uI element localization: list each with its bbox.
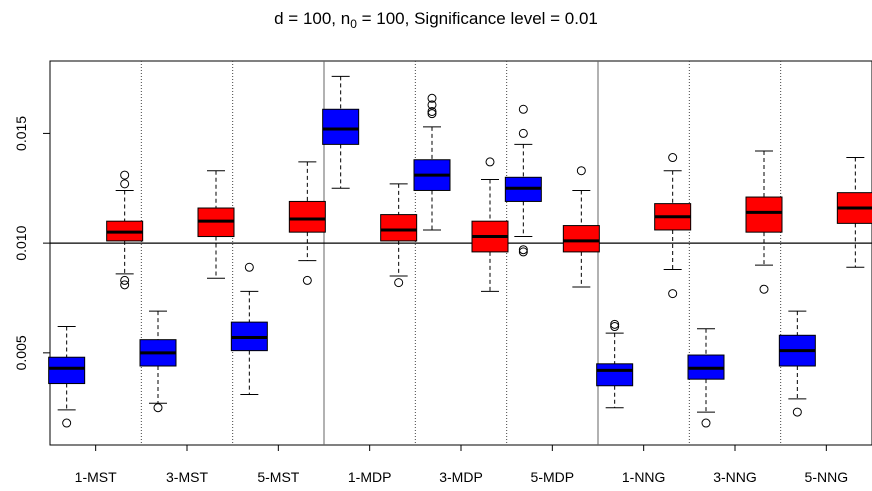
x-tick-label: 3-MST [166,469,208,485]
chart-title: d = 100, n0 = 100, Significance level = … [274,9,598,31]
outlier-point [668,153,678,163]
outlier-point [120,179,130,189]
outlier-point [427,93,437,103]
x-tick-label: 5-MST [257,469,299,485]
outlier-point [518,104,528,114]
outlier-point [153,403,163,413]
outlier-point [485,157,495,167]
outlier-point [62,418,72,428]
chart-title-part: = 100, Significance level = 0.01 [357,9,598,28]
chart-title-subscript: 0 [350,17,357,31]
y-tick-label: 0.005 [13,335,29,370]
outlier-point [244,262,254,272]
outlier-point [610,322,620,332]
x-tick-label: 1-MDP [348,469,392,485]
box [380,214,418,242]
x-tick-label: 5-NNG [805,469,849,485]
chart-title-part: d = 100, n [274,9,350,28]
box [322,108,360,145]
plot-area: 0.005 0.010 0.015 1-MST 3-MST 5-MST 1-MDP 3-MDP… [13,60,872,485]
outlier-point [668,289,678,299]
outlier-point [302,275,312,285]
x-tick-label: 5-MDP [531,469,575,485]
y-tick-label: 0.015 [13,116,29,151]
box [596,363,634,387]
outlier-point [518,245,528,255]
outlier-point [792,407,802,417]
outlier-point [518,128,528,138]
x-tick-label: 3-MDP [439,469,483,485]
plot-frame [49,60,872,446]
outlier-point [610,319,620,329]
outlier-point [427,106,437,116]
outlier-point [518,247,528,257]
outlier-point [120,280,130,290]
box [48,356,86,385]
box [562,225,600,253]
x-tick-label: 1-NNG [622,469,666,485]
outlier-point [576,166,586,176]
x-tick-label: 1-MST [75,469,117,485]
outlier-point [427,100,437,110]
y-tick-label: 0.010 [13,225,29,260]
x-tick-label: 3-NNG [713,469,757,485]
box [745,196,783,233]
outlier-point [759,284,769,294]
outlier-point [427,109,437,119]
outlier-point [701,418,711,428]
outlier-point [120,170,130,180]
box [288,200,326,233]
outlier-point [394,278,404,288]
outlier-point [120,275,130,285]
